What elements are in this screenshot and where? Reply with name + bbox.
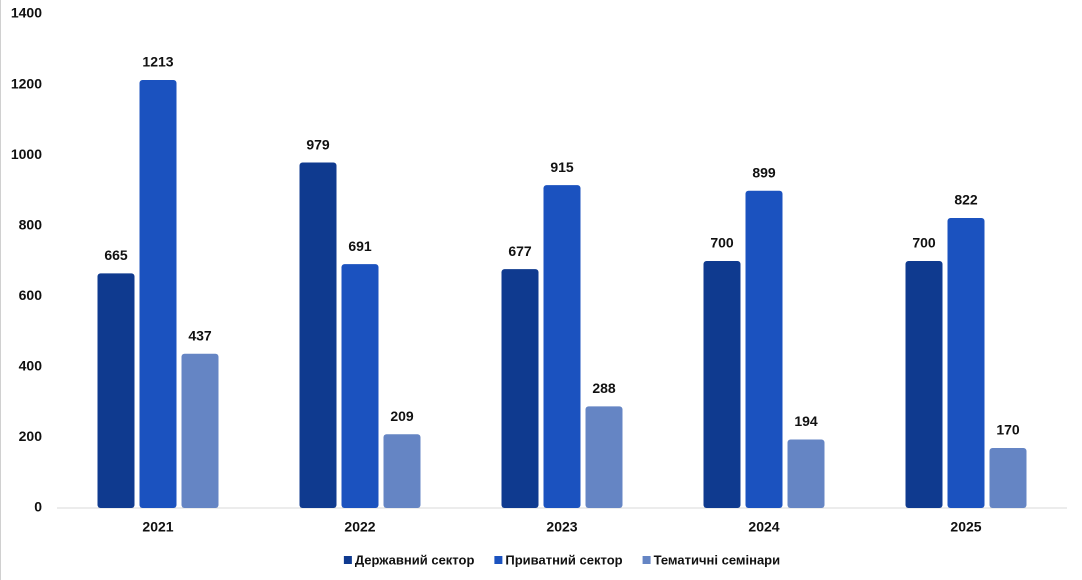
y-tick-label: 400 — [19, 358, 43, 374]
bar — [947, 217, 985, 509]
bar — [745, 190, 783, 508]
bar — [989, 448, 1027, 508]
data-label: 822 — [954, 192, 978, 208]
bar — [703, 261, 741, 508]
data-label: 170 — [996, 422, 1020, 438]
data-label: 915 — [550, 159, 574, 175]
bar — [139, 79, 177, 508]
y-tick-label: 800 — [19, 216, 43, 232]
data-label: 194 — [794, 413, 818, 429]
data-label: 700 — [912, 235, 936, 251]
bar — [341, 264, 379, 508]
x-tick-label: 2024 — [748, 519, 779, 535]
x-tick-label: 2025 — [950, 519, 981, 535]
x-tick-label: 2022 — [344, 519, 375, 535]
bar — [501, 269, 539, 508]
data-label: 700 — [710, 235, 734, 251]
legend-label: Державний сектор — [355, 552, 475, 567]
legend-marker — [642, 556, 651, 564]
bar — [543, 185, 581, 508]
legend-marker — [343, 556, 352, 564]
y-tick-label: 600 — [19, 287, 43, 303]
bar — [585, 406, 623, 508]
data-label: 691 — [348, 238, 372, 254]
bar — [181, 353, 219, 508]
data-label: 899 — [752, 164, 776, 180]
data-label: 288 — [592, 380, 616, 396]
data-label: 1213 — [142, 54, 173, 70]
data-label: 979 — [306, 136, 330, 152]
bar — [299, 162, 337, 508]
x-tick-label: 2023 — [546, 519, 577, 535]
legend-label: Приватний сектор — [505, 552, 622, 567]
bar — [905, 261, 943, 508]
legend-label: Тематичні семінари — [654, 552, 781, 567]
y-tick-label: 1400 — [11, 5, 42, 21]
data-label: 437 — [188, 328, 212, 344]
bar — [97, 273, 135, 508]
y-tick-label: 1200 — [11, 75, 42, 91]
y-tick-label: 1000 — [11, 146, 42, 162]
bar — [383, 434, 421, 508]
bar — [787, 439, 825, 508]
y-tick-label: 200 — [19, 428, 43, 444]
y-tick-label: 0 — [34, 499, 42, 515]
legend-marker — [494, 556, 503, 564]
x-tick-label: 2021 — [142, 519, 173, 535]
data-label: 677 — [508, 243, 532, 259]
data-label: 209 — [390, 408, 414, 424]
data-label: 665 — [104, 247, 128, 263]
